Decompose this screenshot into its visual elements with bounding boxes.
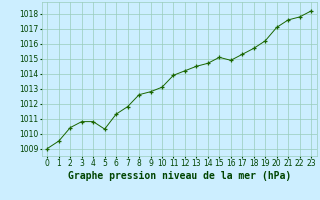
X-axis label: Graphe pression niveau de la mer (hPa): Graphe pression niveau de la mer (hPa): [68, 171, 291, 181]
